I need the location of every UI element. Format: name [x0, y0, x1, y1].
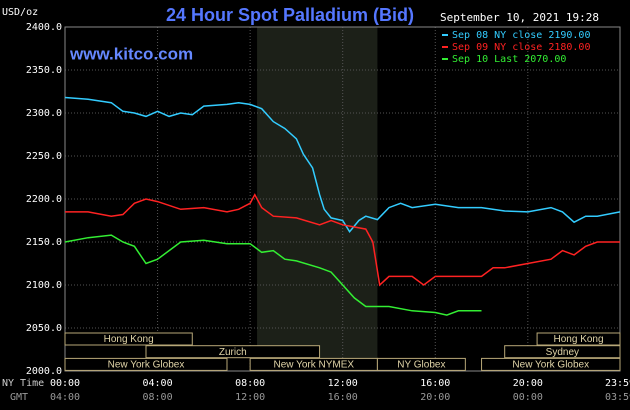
y-tick-label: 2050.0: [26, 323, 62, 334]
x-tick-label: 16:00: [420, 378, 450, 389]
session-bar: [64, 357, 228, 371]
series-line: [65, 193, 620, 287]
unit-label: USD/oz: [2, 7, 38, 18]
y-tick-label: 2350.0: [26, 65, 62, 76]
x-tick-label: 00:00: [50, 378, 80, 389]
session-bar: [536, 332, 621, 346]
x2-axis-label: GMT: [10, 392, 28, 403]
watermark: www.kitco.com: [69, 44, 193, 63]
y-tick-label: 2400.0: [26, 22, 62, 33]
y-tick-label: 2100.0: [26, 280, 62, 291]
session-bar: [504, 345, 621, 359]
series-line: [64, 96, 621, 233]
y-tick-label: 2200.0: [26, 194, 62, 205]
session-label: Sydney: [546, 347, 579, 358]
timestamp: September 10, 2021 19:28: [440, 11, 599, 24]
session-bar: [64, 332, 193, 346]
x2-tick-label: 04:00: [50, 392, 80, 403]
session-label: Hong Kong: [554, 334, 604, 345]
x-tick-label: 23:59: [605, 378, 630, 389]
x-tick-label: 12:00: [328, 378, 358, 389]
plot-frame: [64, 26, 621, 372]
legend-label: Sep 10 Last 2070.00: [452, 54, 566, 65]
x2-tick-label: 16:00: [328, 392, 358, 403]
y-tick-label: 2000.0: [26, 366, 62, 377]
session-label: New York Globex: [512, 360, 589, 371]
x2-tick-label: 08:00: [143, 392, 173, 403]
x-tick-label: 20:00: [513, 378, 543, 389]
y-tick-label: 2150.0: [26, 237, 62, 248]
session-bar: [145, 345, 321, 359]
session-label: Zurich: [219, 347, 247, 358]
series-line: [64, 234, 482, 316]
session-label: NY Globex: [397, 360, 445, 371]
session-label: Hong Kong: [104, 334, 154, 345]
x2-tick-label: 20:00: [420, 392, 450, 403]
legend-label: Sep 08 NY close 2190.00: [452, 30, 590, 41]
y-tick-label: 2250.0: [26, 151, 62, 162]
legend-label: Sep 09 NY close 2180.00: [452, 42, 590, 53]
x-axis-label: NY Time: [2, 378, 44, 389]
x2-tick-label: 00:00: [513, 392, 543, 403]
x-tick-label: 04:00: [143, 378, 173, 389]
y-tick-label: 2300.0: [26, 108, 62, 119]
session-bar: [376, 357, 466, 371]
session-bar: [481, 357, 621, 371]
chart-title: 24 Hour Spot Palladium (Bid): [166, 5, 414, 25]
session-label: New York Globex: [108, 360, 185, 371]
x2-tick-label: 03:59: [605, 392, 630, 403]
x2-tick-label: 12:00: [235, 392, 265, 403]
x-tick-label: 08:00: [235, 378, 265, 389]
session-label: New York NYMEX: [273, 360, 354, 371]
